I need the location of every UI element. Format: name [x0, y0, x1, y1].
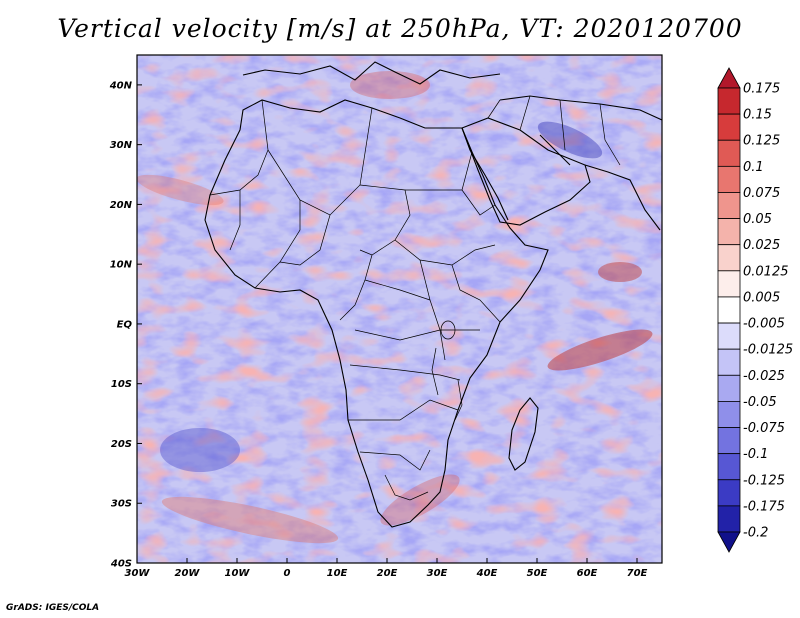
colorbar-label: -0.1 — [743, 447, 768, 462]
latitude-axis: 40N 30N 20N 10N EQ 10S 20S 30S 40S — [109, 80, 142, 570]
colorbar-box — [717, 322, 741, 350]
lon-tick-label: 20E — [377, 568, 398, 579]
lon-tick-label: 40E — [476, 568, 498, 579]
lon-tick-label: 20W — [175, 568, 201, 579]
colorbar-box — [717, 139, 741, 167]
colorbar-label: -0.0125 — [743, 343, 793, 358]
colorbar-box — [717, 87, 741, 115]
lon-tick-label: 30W — [125, 568, 151, 579]
colorbar-label: -0.005 — [743, 317, 785, 332]
lon-tick-label: 70E — [627, 568, 648, 579]
lat-tick-label: 20N — [110, 200, 133, 211]
lon-tick-label: 10W — [225, 568, 251, 579]
colorbar-box — [717, 113, 741, 141]
colorbar-box — [717, 479, 741, 507]
colorbar-label: -0.025 — [743, 369, 785, 384]
colorbar-box — [717, 218, 741, 246]
colorbar-box — [717, 192, 741, 219]
colorbar-label: 0.025 — [743, 238, 780, 253]
colorbar-box — [717, 401, 741, 428]
lat-tick-label: 10N — [110, 260, 133, 271]
plot-frame — [136, 54, 663, 564]
colorbar-cap-bottom — [717, 531, 741, 553]
colorbar-label: 0.075 — [743, 186, 780, 201]
colorbar-box — [717, 165, 741, 193]
colorbar-label: 0.05 — [743, 212, 772, 227]
lon-tick-label: 50E — [527, 568, 548, 579]
colorbar-label: 0.005 — [743, 290, 780, 305]
grads-credit: GrADS: IGES/COLA — [6, 603, 100, 613]
colorbar: 0.175 0.15 0.125 0.1 0.075 0.05 0.025 0.0125 0.0… — [717, 67, 793, 553]
colorbar-box — [717, 505, 741, 533]
coastlines — [204, 61, 662, 528]
longitude-axis: 30W 20W 10W 0 10E 20E 30E 40E 50E 60E 70E — [125, 558, 648, 579]
colorbar-label: -0.2 — [743, 526, 768, 541]
lon-tick-label: 0 — [284, 568, 291, 579]
lon-tick-label: 10E — [327, 568, 348, 579]
colorbar-label: 0.175 — [743, 82, 780, 97]
colorbar-box — [717, 374, 741, 402]
lat-tick-label: 10S — [111, 379, 132, 390]
lon-tick-label: 60E — [577, 568, 598, 579]
lat-tick-label: 30S — [111, 499, 132, 510]
colorbar-box — [717, 244, 741, 272]
colorbar-box — [717, 270, 741, 298]
lat-tick-label: 30N — [110, 140, 133, 151]
colorbar-box — [717, 453, 741, 481]
colorbar-label: 0.125 — [743, 134, 780, 149]
colorbar-label: -0.125 — [743, 473, 785, 488]
lon-tick-label: 30E — [427, 568, 448, 579]
colorbar-box — [717, 427, 741, 455]
colorbar-cap-top — [717, 67, 741, 89]
colorbar-label: 0.1 — [743, 160, 764, 175]
lat-tick-label: 40N — [109, 80, 133, 91]
plot-title: Vertical velocity [m/s] at 250hPa, VT: 2… — [57, 14, 743, 43]
lat-tick-label: 20S — [111, 439, 132, 450]
lat-tick-label: 40S — [110, 559, 132, 570]
velocity-field — [137, 55, 662, 563]
colorbar-label: 0.0125 — [743, 264, 789, 279]
country-borders — [209, 95, 621, 501]
colorbar-box — [717, 348, 741, 376]
colorbar-label: -0.05 — [743, 395, 777, 410]
lat-tick-label: EQ — [117, 319, 133, 330]
colorbar-label: 0.15 — [743, 108, 772, 123]
colorbar-label: -0.075 — [743, 421, 785, 436]
colorbar-label: -0.175 — [743, 499, 785, 514]
colorbar-box — [717, 296, 741, 324]
